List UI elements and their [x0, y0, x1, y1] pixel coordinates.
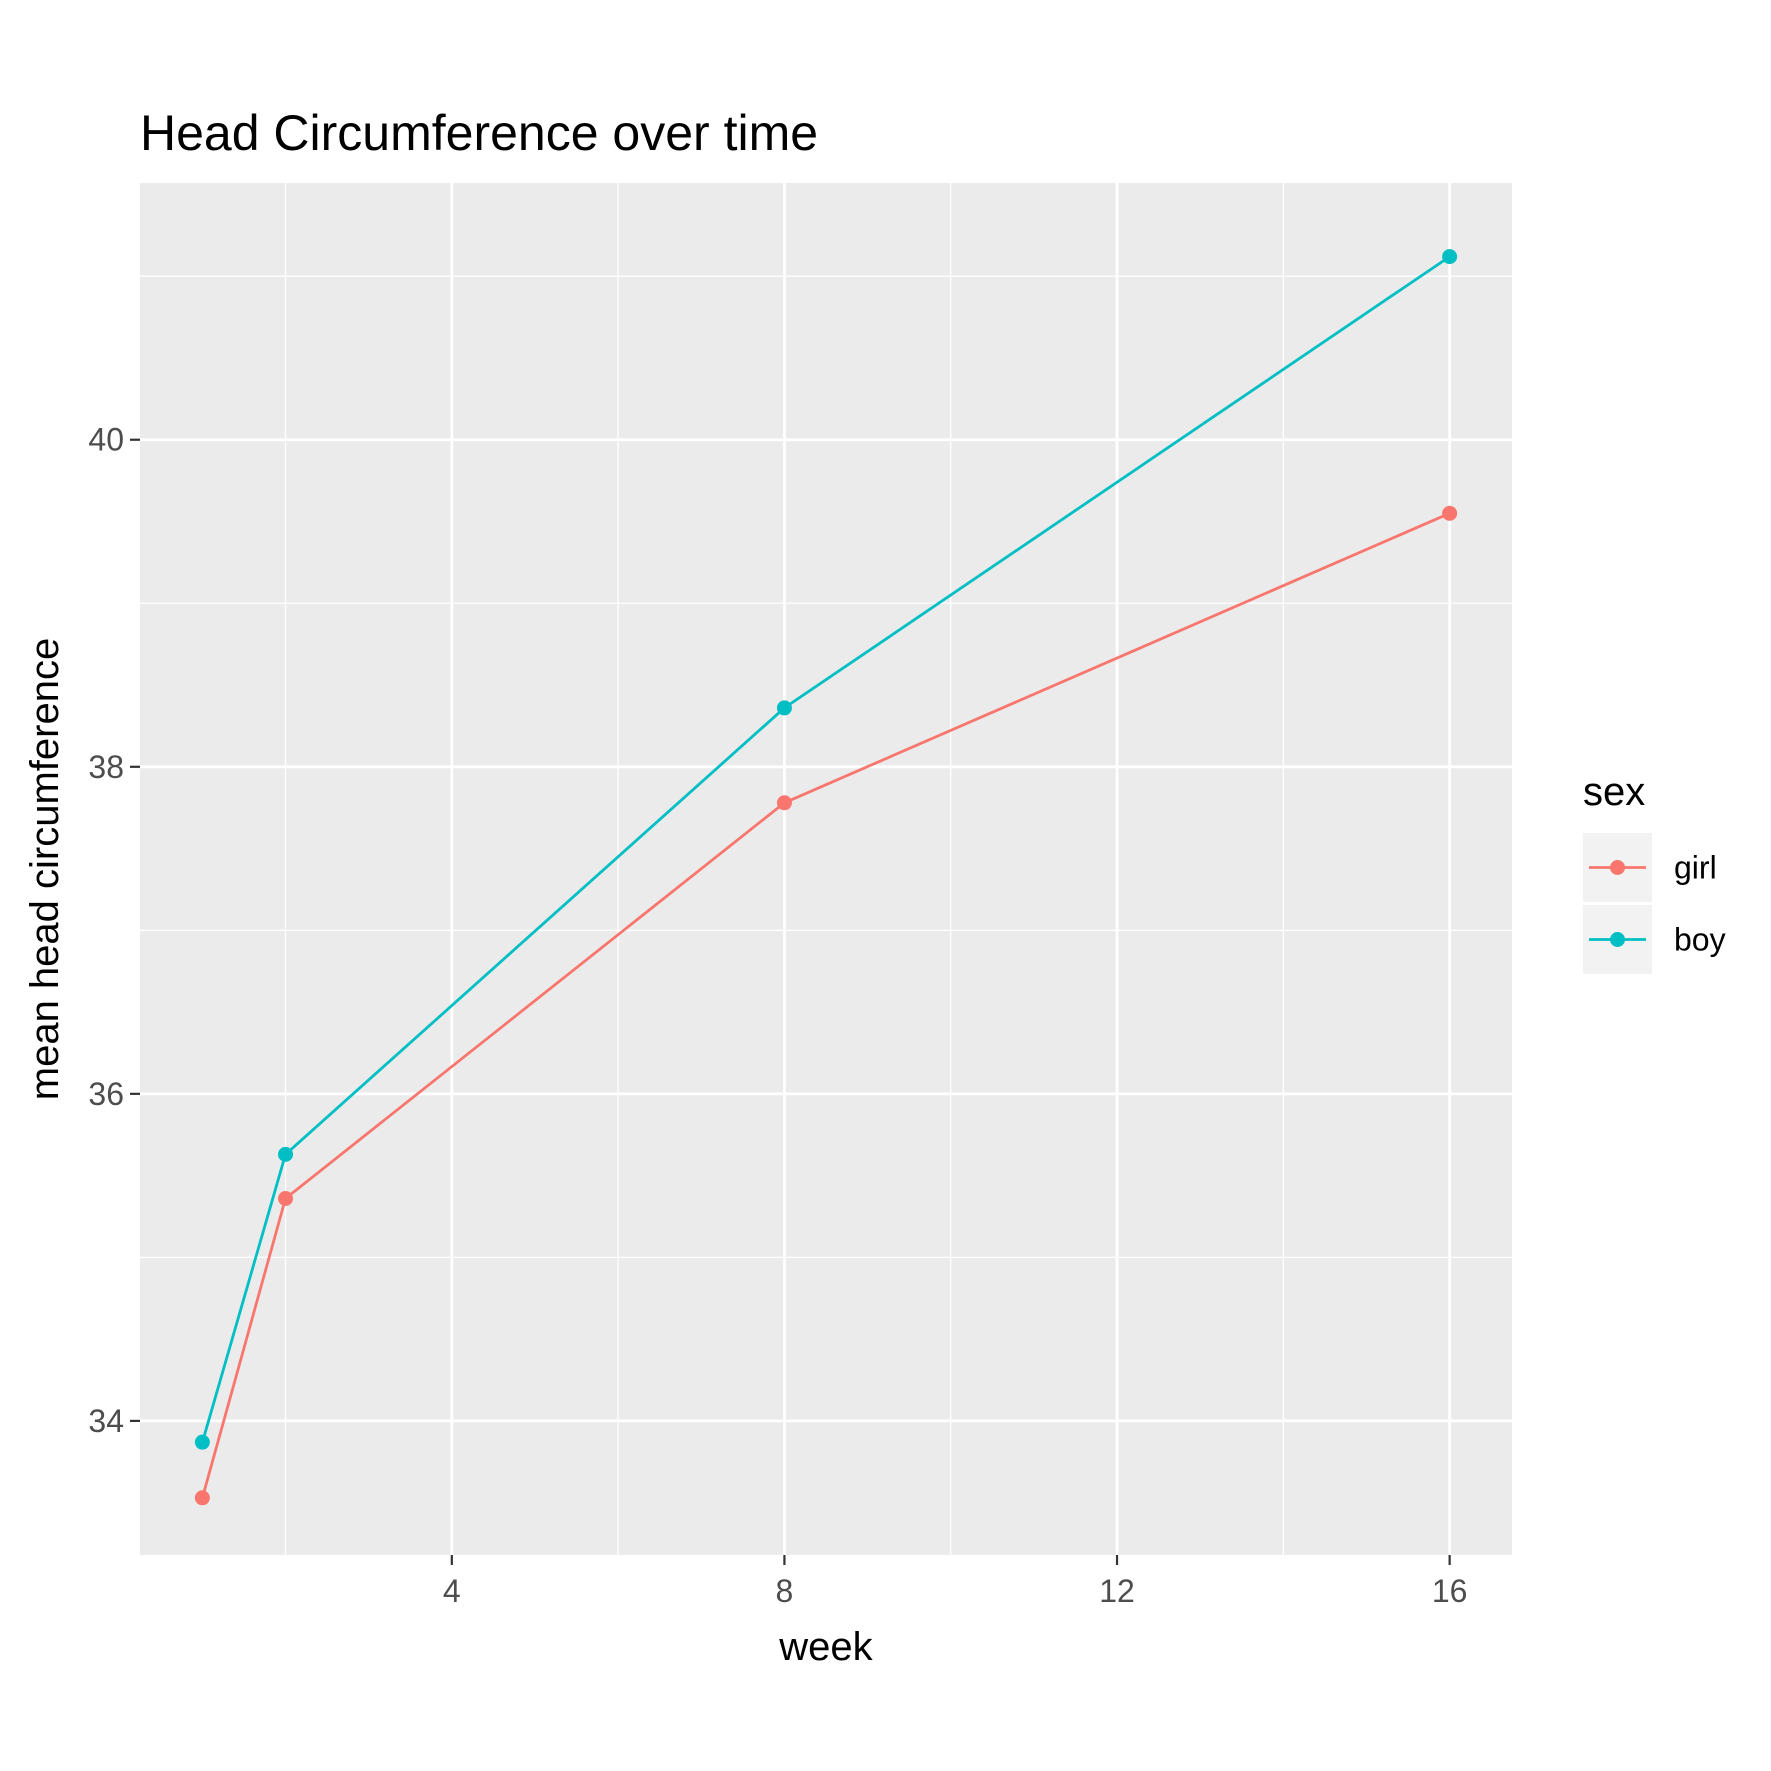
y-tick-label: 34 [88, 1403, 124, 1439]
x-tick-label: 4 [443, 1573, 461, 1609]
legend-label-girl: girl [1674, 850, 1717, 886]
series-line-boy [201, 255, 1451, 1443]
y-tick-label: 38 [88, 749, 124, 785]
x-tick-label: 8 [776, 1573, 794, 1609]
chart-title: Head Circumference over time [140, 105, 818, 161]
minor-gridlines [140, 183, 1512, 1555]
x-axis-title: week [778, 1625, 873, 1669]
x-axis: 4 8 12 16 [443, 1555, 1468, 1609]
data-point-girl [194, 1490, 210, 1506]
legend-key-point-boy [1610, 932, 1625, 947]
data-point-boy [278, 1146, 294, 1162]
data-point-girl [278, 1191, 294, 1207]
data-point-boy [776, 700, 792, 716]
plot-panel [140, 183, 1512, 1555]
data-point-girl [776, 795, 792, 811]
y-tick-label: 40 [88, 422, 124, 458]
legend-title: sex [1583, 770, 1645, 814]
y-axis-title: mean head circumference [23, 638, 67, 1100]
series-layer [194, 249, 1458, 1506]
x-tick-label: 12 [1099, 1573, 1135, 1609]
data-point-boy [194, 1434, 210, 1450]
data-point-girl [1442, 505, 1458, 521]
y-tick-label: 36 [88, 1076, 124, 1112]
legend-label-boy: boy [1674, 922, 1726, 958]
y-axis: 34 36 38 40 [88, 422, 140, 1439]
x-tick-label: 16 [1432, 1573, 1468, 1609]
data-point-boy [1442, 249, 1458, 265]
series-line-girl [201, 512, 1451, 1499]
legend: sex girl boy [1583, 770, 1726, 974]
major-gridlines [140, 183, 1512, 1555]
legend-key-point-girl [1610, 860, 1625, 875]
